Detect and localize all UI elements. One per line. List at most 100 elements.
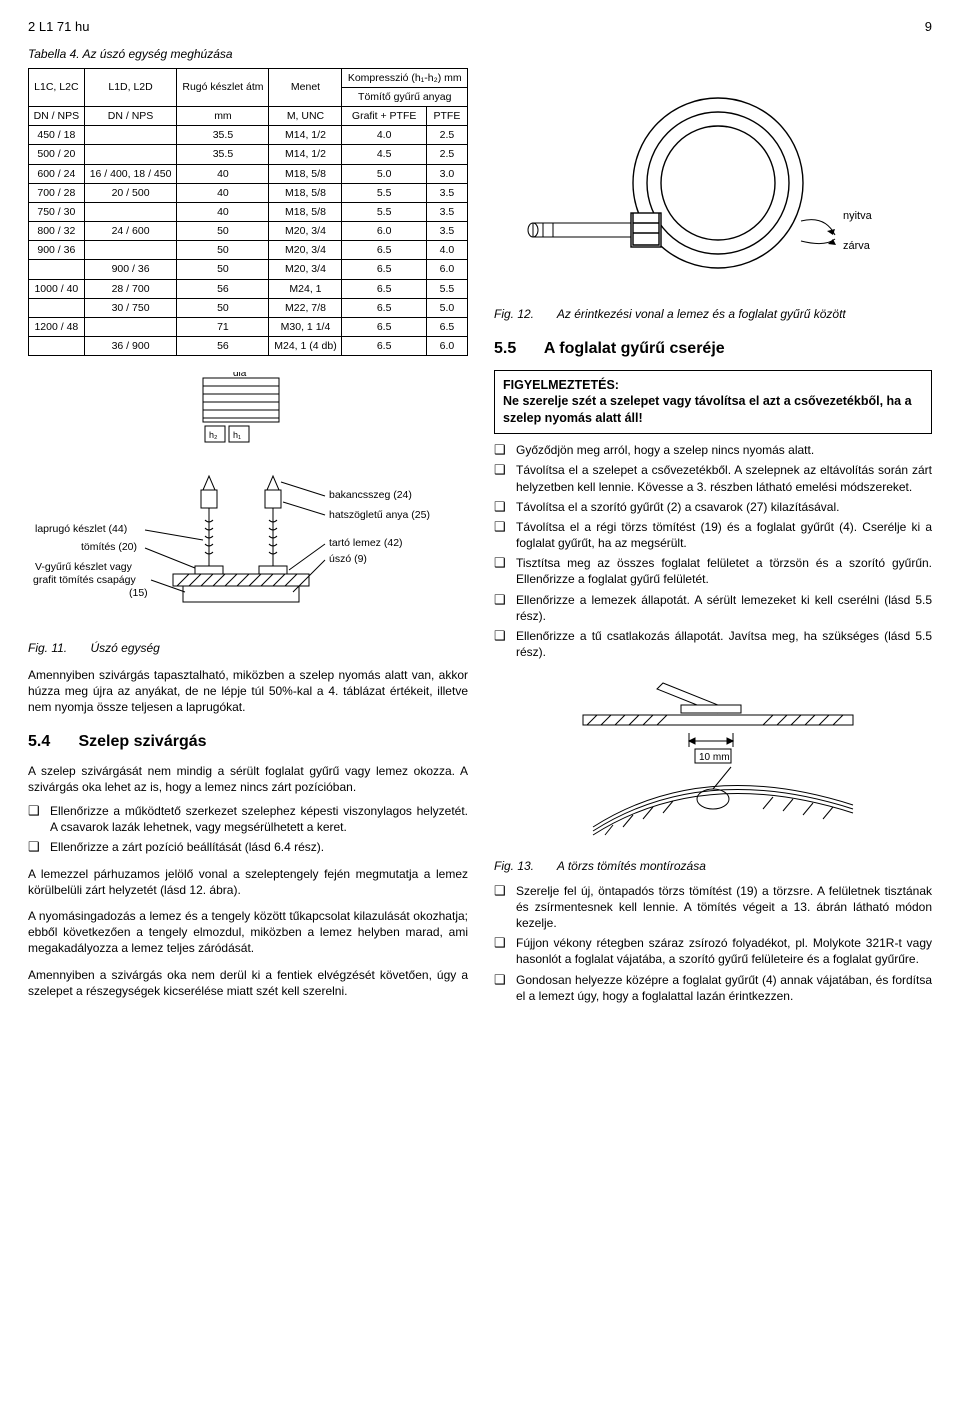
table-cell xyxy=(84,126,177,145)
table-cell: 50 xyxy=(177,222,269,241)
fig11-num: Fig. 11. xyxy=(28,641,67,655)
table-cell: 6.0 xyxy=(342,222,426,241)
lbl-right-2: tartó lemez (42) xyxy=(329,537,403,549)
lbl-right-0: bakancsszeg (24) xyxy=(329,489,412,501)
lbl-left-2b: grafit tömítés csapágy xyxy=(33,574,136,586)
bullet-icon: ❑ xyxy=(494,592,516,624)
bullet-item: ❑Tisztítsa meg az összes foglalat felüle… xyxy=(494,555,932,587)
table-cell: 1200 / 48 xyxy=(29,317,85,336)
table-cell: 4.0 xyxy=(342,126,426,145)
table-cell: 71 xyxy=(177,317,269,336)
table-cell: M18, 5/8 xyxy=(269,183,342,202)
table-cell xyxy=(84,202,177,221)
table-cell: 900 / 36 xyxy=(84,260,177,279)
bullet-text: Ellenőrizze a tű csatlakozás állapotát. … xyxy=(516,628,932,660)
table-cell: M18, 5/8 xyxy=(269,202,342,221)
th: Kompresszió (h₁-h₂) mm xyxy=(342,68,468,87)
table-cell xyxy=(84,317,177,336)
warn-text: Ne szerelje szét a szelepet vagy távolít… xyxy=(503,394,912,425)
table-cell: M30, 1 1/4 xyxy=(269,317,342,336)
bullet-item: ❑Gondosan helyezze középre a foglalat gy… xyxy=(494,972,932,1004)
fig13-cap: A törzs tömítés montírozása xyxy=(557,859,706,873)
table-cell: 6.0 xyxy=(426,337,467,356)
fig13-svg: 10 mm xyxy=(513,675,913,845)
table-cell: 800 / 32 xyxy=(29,222,85,241)
bullet-item: ❑Szerelje fel új, öntapadós törzs tömíté… xyxy=(494,883,932,932)
table-cell: 35.5 xyxy=(177,145,269,164)
table-cell: 20 / 500 xyxy=(84,183,177,202)
sec54-title: Szelep szivárgás xyxy=(78,733,206,750)
table-cell: M22, 7/8 xyxy=(269,298,342,317)
table-cell: 50 xyxy=(177,241,269,260)
table-cell: 16 / 400, 18 / 450 xyxy=(84,164,177,183)
bullet-text: Tisztítsa meg az összes foglalat felület… xyxy=(516,555,932,587)
table-cell: 450 / 18 xyxy=(29,126,85,145)
table-cell: 30 / 750 xyxy=(84,298,177,317)
table-cell: 56 xyxy=(177,279,269,298)
para-left-0: Amennyiben szivárgás tapasztalható, mikö… xyxy=(28,667,468,716)
bullet-item: ❑Távolítsa el a régi törzs tömítést (19)… xyxy=(494,519,932,551)
table-cell: 2.5 xyxy=(426,145,467,164)
th: DN / NPS xyxy=(84,107,177,126)
table-cell: 50 xyxy=(177,298,269,317)
zarva-label: zárva xyxy=(843,240,871,252)
table-cell: 56 xyxy=(177,337,269,356)
bullet-item: ❑Távolítsa el a szorító gyűrűt (2) a csa… xyxy=(494,499,932,515)
table-cell: 750 / 30 xyxy=(29,202,85,221)
bullet-text: Ellenőrizze a lemezek állapotát. A sérül… xyxy=(516,592,932,624)
table-cell: 24 / 600 xyxy=(84,222,177,241)
lbl-left-1: tömítés (20) xyxy=(81,541,137,553)
sec54-num: 5.4 xyxy=(28,731,74,753)
bullet-icon: ❑ xyxy=(494,442,516,458)
table-cell: 40 xyxy=(177,164,269,183)
table-cell: 3.5 xyxy=(426,222,467,241)
bullet-icon: ❑ xyxy=(494,972,516,1004)
bullet-text: Távolítsa el a szelepet a csővezetékből.… xyxy=(516,462,932,494)
table-cell: M20, 3/4 xyxy=(269,222,342,241)
warning-box: FIGYELMEZTETÉS: Ne szerelje szét a szele… xyxy=(494,370,932,435)
table-cell: M14, 1/2 xyxy=(269,126,342,145)
bullet-icon: ❑ xyxy=(494,519,516,551)
table-cell: 40 xyxy=(177,183,269,202)
bullet-icon: ❑ xyxy=(494,935,516,967)
lbl-left-2a: V-gyűrű készlet vagy xyxy=(35,561,133,573)
sec-5-5: 5.5 A foglalat gyűrű cseréje xyxy=(494,338,932,360)
bullet-item: ❑Győződjön meg arról, hogy a szelep ninc… xyxy=(494,442,932,458)
table-cell: 6.5 xyxy=(342,337,426,356)
sec-5-4: 5.4 Szelep szivárgás xyxy=(28,731,468,753)
h1-label: h₁ xyxy=(233,430,241,440)
table-cell: 5.5 xyxy=(342,183,426,202)
th: L1D, L2D xyxy=(84,68,177,106)
bullet-item: ❑Távolítsa el a szelepet a csővezetékből… xyxy=(494,462,932,494)
fig12-num: Fig. 12. xyxy=(494,307,534,321)
th: PTFE xyxy=(426,107,467,126)
bullet-icon: ❑ xyxy=(494,555,516,587)
bullet-item: ❑Ellenőrizze a zárt pozíció beállítását … xyxy=(28,839,468,855)
table-cell xyxy=(84,145,177,164)
bullet-text: Távolítsa el a régi törzs tömítést (19) … xyxy=(516,519,932,551)
table-cell: 36 / 900 xyxy=(84,337,177,356)
th: mm xyxy=(177,107,269,126)
table-cell: M24, 1 (4 db) xyxy=(269,337,342,356)
nyitva-label: nyitva xyxy=(843,210,873,222)
table-cell: 6.0 xyxy=(426,260,467,279)
lbl-left-0: laprugó készlet (44) xyxy=(35,523,127,535)
table-cell: 5.5 xyxy=(426,279,467,298)
table-cell xyxy=(29,337,85,356)
table-cell: 3.5 xyxy=(426,202,467,221)
table-cell: 5.0 xyxy=(342,164,426,183)
lbl-right-3: úszó (9) xyxy=(329,553,367,565)
bullet-icon: ❑ xyxy=(494,883,516,932)
bullet-icon: ❑ xyxy=(494,462,516,494)
th: Grafit + PTFE xyxy=(342,107,426,126)
th: L1C, L2C xyxy=(29,68,85,106)
table-cell: 500 / 20 xyxy=(29,145,85,164)
fig-12: nyitva zárva xyxy=(494,68,932,298)
table-cell: 50 xyxy=(177,260,269,279)
th: Rugó készlet átm xyxy=(177,68,269,106)
sec55-title: A foglalat gyűrű cseréje xyxy=(544,340,725,357)
table-cell: M24, 1 xyxy=(269,279,342,298)
warn-title: FIGYELMEZTETÉS: xyxy=(503,378,619,392)
bullet-item: ❑Fújjon vékony rétegben száraz zsírozó f… xyxy=(494,935,932,967)
table-cell: 5.5 xyxy=(342,202,426,221)
